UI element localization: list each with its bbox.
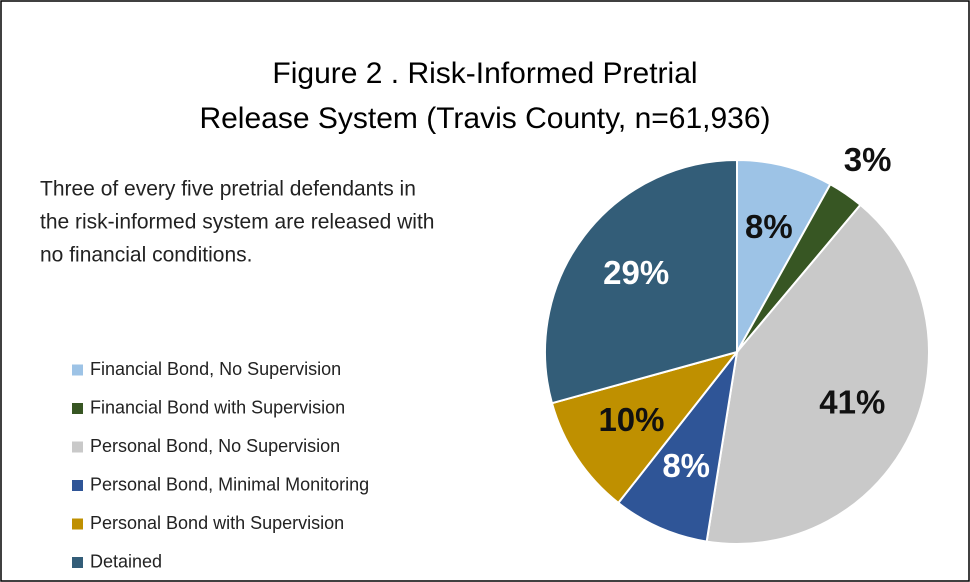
data-label: 10%: [598, 401, 664, 438]
annotation: no financial conditions.: [40, 244, 252, 267]
data-label: 3%: [844, 141, 892, 178]
legend-label: Financial Bond, No Supervision: [90, 359, 341, 379]
pie-slice: [544, 158, 738, 405]
chart-title: Release System (Travis County, n=61,936): [199, 102, 770, 135]
pie-slice: [705, 203, 930, 545]
legend-swatch: [72, 557, 83, 568]
data-label: 29%: [603, 254, 669, 291]
legend-label: Personal Bond with Supervision: [90, 513, 344, 533]
pie-slice: [616, 348, 739, 543]
pie-slice: [550, 350, 740, 505]
data-label: 41%: [819, 383, 885, 420]
legend-label: Personal Bond, Minimal Monitoring: [90, 474, 369, 494]
legend-label: Detained: [90, 551, 162, 571]
legend-label: Financial Bond with Supervision: [90, 397, 345, 417]
legend-swatch: [72, 364, 83, 376]
data-label: 8%: [662, 447, 710, 484]
legend-swatch: [72, 480, 83, 491]
legend-swatch: [72, 441, 83, 453]
legend-swatch: [72, 403, 83, 414]
annotation: the risk-informed system are released wi…: [40, 211, 434, 234]
annotation: Three of every five pretrial defendants …: [40, 178, 416, 201]
pie-slice: [736, 158, 832, 356]
legend-label: Personal Bond, No Supervision: [90, 436, 340, 456]
chart-title: Figure 2 . Risk-Informed Pretrial: [272, 57, 697, 90]
data-label: 8%: [745, 208, 793, 245]
legend-swatch: [72, 518, 83, 530]
